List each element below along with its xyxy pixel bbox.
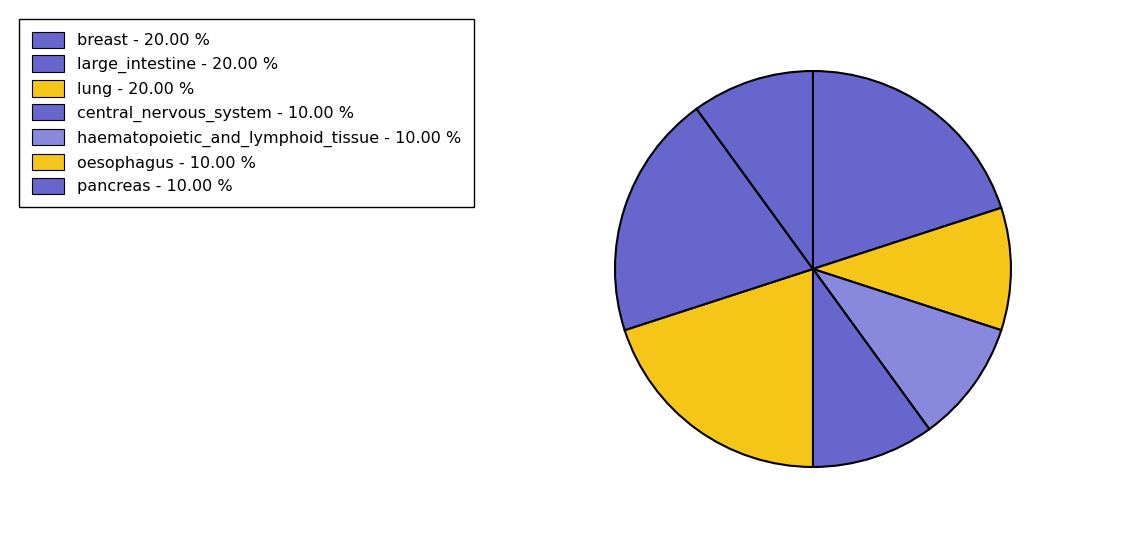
- Wedge shape: [813, 269, 930, 467]
- Wedge shape: [625, 269, 813, 467]
- Wedge shape: [813, 71, 1001, 269]
- Wedge shape: [615, 109, 813, 330]
- Wedge shape: [813, 269, 1001, 429]
- Legend: breast - 20.00 %, large_intestine - 20.00 %, lung - 20.00 %, central_nervous_sys: breast - 20.00 %, large_intestine - 20.0…: [19, 19, 474, 207]
- Wedge shape: [696, 71, 813, 269]
- Wedge shape: [813, 208, 1011, 330]
